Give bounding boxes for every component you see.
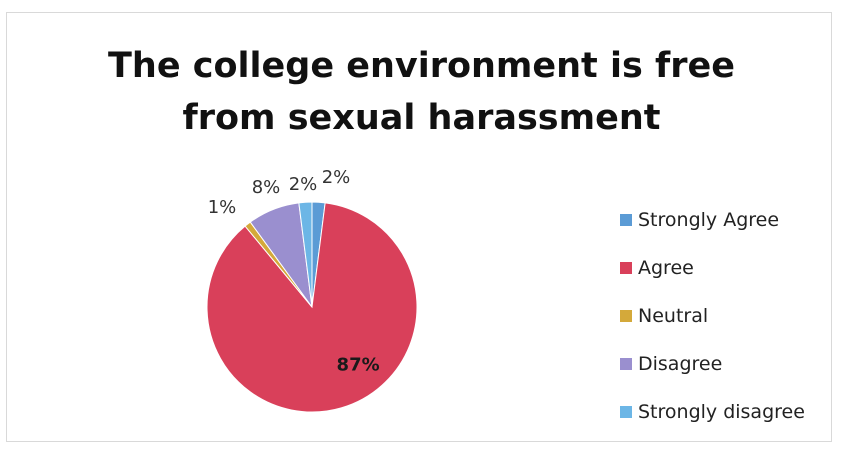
legend-swatch	[620, 310, 632, 322]
legend-item-strongly-disagree: Strongly disagree	[620, 388, 805, 436]
data-label-strongly-agree: 2%	[322, 167, 351, 188]
chart-title-line-2: from sexual harassment	[182, 98, 661, 138]
chart-frame	[6, 12, 832, 442]
legend-swatch	[620, 214, 632, 226]
legend-item-agree: Agree	[620, 244, 805, 292]
chart-legend: Strongly Agree Agree Neutral Disagree St…	[620, 196, 805, 436]
legend-swatch	[620, 358, 632, 370]
legend-label: Strongly Agree	[638, 209, 780, 231]
data-label-disagree: 8%	[252, 177, 281, 198]
legend-label: Agree	[638, 257, 694, 279]
legend-label: Strongly disagree	[638, 401, 805, 423]
legend-item-disagree: Disagree	[620, 340, 805, 388]
legend-swatch	[620, 262, 632, 274]
legend-swatch	[620, 406, 632, 418]
data-label-neutral: 1%	[208, 197, 237, 218]
chart-title: The college environment is free from sex…	[0, 40, 843, 144]
data-label-agree: 87%	[337, 355, 380, 376]
legend-item-strongly-agree: Strongly Agree	[620, 196, 805, 244]
pie-slices	[206, 201, 418, 413]
pie-data-labels: 2% 87% 1% 8% 2%	[208, 167, 380, 376]
legend-label: Neutral	[638, 305, 709, 327]
data-label-strongly-disagree: 2%	[289, 174, 318, 195]
pie-slice-strongly-disagree	[298, 201, 313, 308]
legend-item-neutral: Neutral	[620, 292, 805, 340]
chart-title-line-1: The college environment is free	[108, 46, 735, 86]
legend-label: Disagree	[638, 353, 723, 375]
pie-slice-agree	[206, 202, 418, 413]
